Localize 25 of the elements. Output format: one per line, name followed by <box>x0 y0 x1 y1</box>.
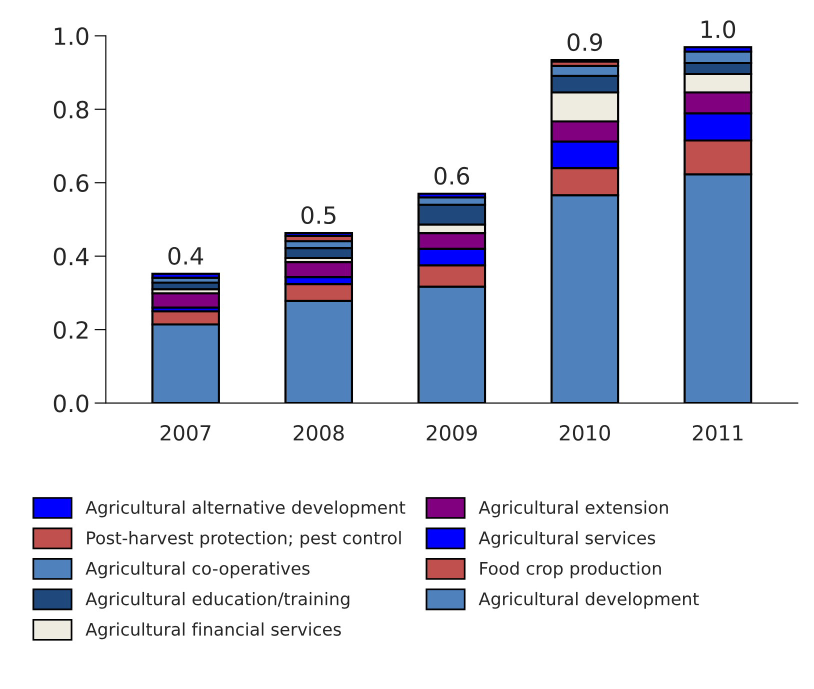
legend-label: Agricultural education/training <box>86 592 350 609</box>
total-label: 0.5 <box>301 206 336 224</box>
y-tick-label: 0.2 <box>54 321 88 339</box>
total-label: 1.0 <box>702 20 736 38</box>
legend-label: Food crop production <box>480 561 661 578</box>
total-label: 0.4 <box>168 246 204 265</box>
x-tick-label: 2011 <box>692 424 742 441</box>
legend-label: Post-harvest protection; pest control <box>87 531 401 548</box>
legend-label: Agricultural financial services <box>86 622 341 640</box>
y-tick-label: 0.0 <box>54 394 88 412</box>
legend-label: Agricultural alternative development <box>86 500 406 518</box>
legend-label: Agricultural extension <box>478 500 668 518</box>
legend-label: Agricultural services <box>478 531 656 548</box>
legend-label: Agricultural development <box>478 592 699 609</box>
y-tick-label: 1.0 <box>54 27 88 46</box>
legend-label: Agricultural co-operatives <box>86 561 310 578</box>
x-tick-label: 2009 <box>426 424 477 441</box>
x-tick-label: 2007 <box>160 424 210 441</box>
x-tick-label: 2008 <box>294 424 344 441</box>
total-label: 0.6 <box>434 166 470 185</box>
y-tick-label: 0.8 <box>54 100 88 119</box>
x-tick-label: 2010 <box>560 424 610 441</box>
y-tick-label: 0.4 <box>54 248 89 266</box>
y-tick-label: 0.6 <box>54 174 88 192</box>
total-label: 0.9 <box>568 33 602 52</box>
